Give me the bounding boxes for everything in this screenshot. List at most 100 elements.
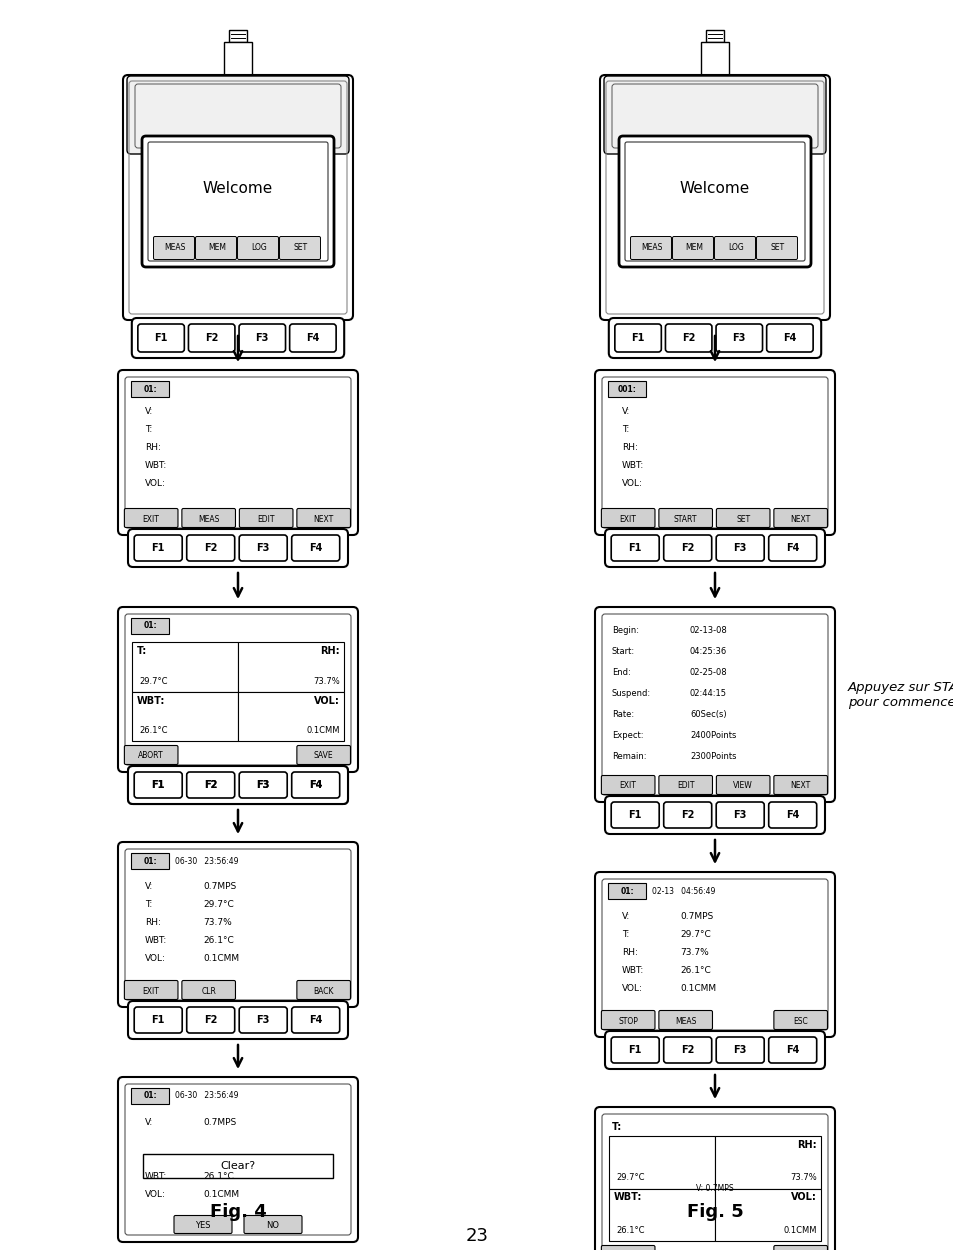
Text: 01:: 01:: [143, 856, 156, 865]
FancyBboxPatch shape: [153, 236, 194, 260]
Text: 29.7°C: 29.7°C: [616, 1174, 644, 1182]
FancyBboxPatch shape: [618, 136, 810, 268]
FancyBboxPatch shape: [124, 980, 178, 1000]
Text: WBT:: WBT:: [614, 1192, 641, 1202]
FancyBboxPatch shape: [292, 772, 339, 798]
FancyBboxPatch shape: [595, 370, 834, 535]
Text: T:: T:: [145, 425, 152, 434]
Text: F3: F3: [733, 542, 746, 552]
FancyBboxPatch shape: [237, 691, 344, 741]
Text: 0.7MPS: 0.7MPS: [203, 882, 236, 891]
Text: LOG: LOG: [251, 244, 267, 252]
FancyBboxPatch shape: [714, 1189, 821, 1241]
Text: 73.7%: 73.7%: [203, 918, 232, 928]
Text: LOG: LOG: [727, 244, 743, 252]
Text: V:: V:: [621, 912, 630, 921]
Text: 60Sec(s): 60Sec(s): [689, 710, 726, 719]
Text: F1: F1: [628, 542, 641, 552]
Text: VOL:: VOL:: [790, 1192, 816, 1202]
Text: VOL:: VOL:: [145, 479, 166, 488]
Text: Remain:: Remain:: [612, 752, 646, 761]
FancyBboxPatch shape: [716, 509, 769, 528]
Text: 2400Points: 2400Points: [689, 731, 736, 740]
Text: VOL:: VOL:: [621, 479, 642, 488]
FancyBboxPatch shape: [768, 802, 816, 828]
Text: F4: F4: [785, 542, 799, 552]
FancyBboxPatch shape: [125, 378, 351, 528]
Text: F1: F1: [628, 1045, 641, 1055]
Text: SET: SET: [294, 244, 308, 252]
Text: 02:44:15: 02:44:15: [689, 689, 726, 698]
FancyBboxPatch shape: [142, 136, 334, 268]
FancyBboxPatch shape: [173, 1215, 232, 1234]
FancyBboxPatch shape: [601, 614, 827, 795]
Bar: [607, 381, 645, 398]
FancyBboxPatch shape: [714, 1136, 821, 1189]
Text: 73.7%: 73.7%: [313, 676, 339, 685]
Text: Welcome: Welcome: [203, 181, 273, 196]
FancyBboxPatch shape: [773, 1245, 826, 1250]
FancyBboxPatch shape: [665, 324, 711, 352]
FancyBboxPatch shape: [663, 535, 711, 561]
FancyBboxPatch shape: [773, 1010, 826, 1030]
FancyBboxPatch shape: [124, 509, 178, 528]
FancyBboxPatch shape: [601, 879, 827, 1030]
FancyBboxPatch shape: [600, 509, 655, 528]
FancyBboxPatch shape: [756, 236, 797, 260]
FancyBboxPatch shape: [134, 772, 182, 798]
Text: V:: V:: [145, 408, 153, 416]
FancyBboxPatch shape: [128, 529, 348, 568]
FancyBboxPatch shape: [239, 535, 287, 561]
FancyBboxPatch shape: [601, 1114, 827, 1250]
FancyBboxPatch shape: [663, 802, 711, 828]
FancyBboxPatch shape: [292, 1008, 339, 1032]
Text: F3: F3: [255, 332, 269, 342]
Text: 29.7°C: 29.7°C: [203, 900, 233, 909]
Bar: [700, 42, 728, 80]
Text: NO: NO: [266, 1221, 279, 1230]
FancyBboxPatch shape: [128, 1001, 348, 1039]
FancyBboxPatch shape: [239, 1008, 287, 1032]
Text: 06-30   23:56:49: 06-30 23:56:49: [174, 856, 238, 865]
Text: WBT:: WBT:: [621, 966, 643, 975]
Text: 29.7°C: 29.7°C: [139, 676, 168, 685]
Text: F2: F2: [680, 810, 694, 820]
Text: Expect:: Expect:: [612, 731, 643, 740]
FancyBboxPatch shape: [663, 1038, 711, 1062]
FancyBboxPatch shape: [279, 236, 320, 260]
FancyBboxPatch shape: [290, 324, 335, 352]
FancyBboxPatch shape: [768, 535, 816, 561]
Text: 0.1CMM: 0.1CMM: [679, 984, 716, 992]
Text: V:: V:: [145, 1118, 153, 1128]
Text: F3: F3: [733, 1045, 746, 1055]
Text: F4: F4: [785, 1045, 799, 1055]
Text: End:: End:: [612, 668, 630, 678]
FancyBboxPatch shape: [137, 324, 184, 352]
Text: Suspend:: Suspend:: [612, 689, 651, 698]
Text: 001:: 001:: [617, 385, 636, 394]
Text: F2: F2: [680, 542, 694, 552]
FancyBboxPatch shape: [604, 529, 824, 568]
Text: EXIT: EXIT: [619, 515, 636, 524]
Text: Welcome: Welcome: [679, 181, 749, 196]
Text: F1: F1: [628, 810, 641, 820]
FancyBboxPatch shape: [182, 980, 235, 1000]
Text: VIEW: VIEW: [733, 781, 752, 790]
FancyBboxPatch shape: [630, 236, 671, 260]
Text: RH:: RH:: [797, 1140, 816, 1150]
FancyBboxPatch shape: [244, 1215, 302, 1234]
FancyBboxPatch shape: [118, 608, 357, 772]
Text: F1: F1: [154, 332, 168, 342]
Text: 0.7MPS: 0.7MPS: [679, 912, 713, 921]
Text: ABORT: ABORT: [138, 751, 164, 760]
Text: NEXT: NEXT: [314, 515, 334, 524]
FancyBboxPatch shape: [768, 1038, 816, 1062]
FancyBboxPatch shape: [600, 1245, 655, 1250]
Text: F1: F1: [152, 780, 165, 790]
FancyBboxPatch shape: [716, 775, 769, 795]
Bar: [131, 381, 169, 398]
FancyBboxPatch shape: [608, 1136, 714, 1189]
FancyBboxPatch shape: [595, 1108, 834, 1250]
Text: F3: F3: [732, 332, 745, 342]
Text: 02-13-08: 02-13-08: [689, 626, 727, 635]
